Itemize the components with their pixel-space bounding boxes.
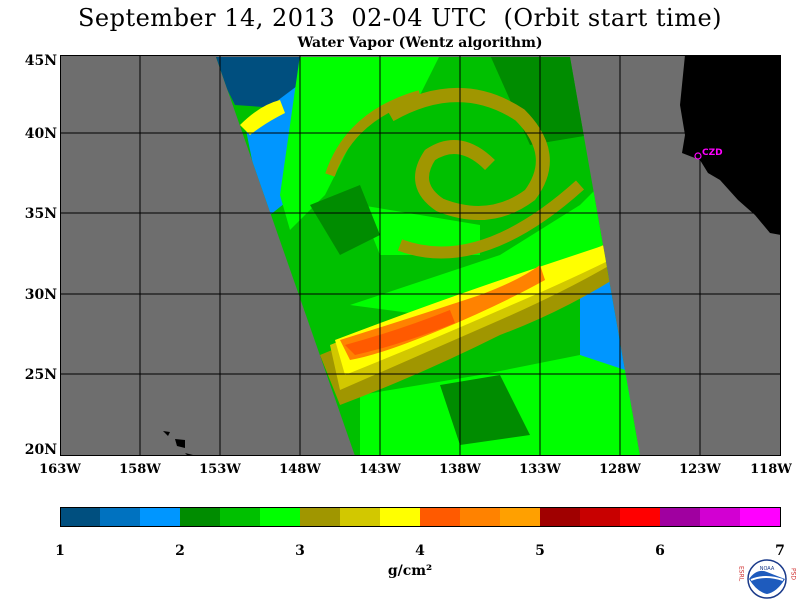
colorbar-cell (700, 507, 741, 527)
colorbar-cell (500, 507, 541, 527)
colorbar-cell (660, 507, 701, 527)
lon-label-133w: 133W (519, 462, 561, 477)
colorbar-cell (140, 507, 181, 527)
colorbar-tick-3: 3 (295, 543, 305, 559)
lon-label-153w: 153W (199, 462, 241, 477)
colorbar-cell (580, 507, 621, 527)
colorbar-cell (620, 507, 661, 527)
satellite-swath (216, 57, 640, 456)
logo-psd-letters: PSD (790, 568, 797, 580)
logo-esrl-letters: ESRL (738, 566, 745, 582)
station-label: CZD (702, 148, 723, 158)
colorbar-cell (180, 507, 221, 527)
california-coast-land (680, 55, 781, 235)
colorbar-tick-7: 7 (775, 543, 785, 559)
noaa-esrl-psd-logo: NOAA ESRL PSD (738, 559, 797, 599)
colorbar-cell (540, 507, 581, 527)
logo-center-text: NOAA (760, 566, 775, 572)
colorbar-cell (460, 507, 501, 527)
colorbar-tick-6: 6 (655, 543, 665, 559)
station-marker (694, 152, 702, 160)
colorbar-cell (300, 507, 341, 527)
colorbar (60, 507, 781, 527)
lat-label-35n: 35N (24, 206, 57, 222)
colorbar-tick-4: 4 (415, 543, 425, 559)
lon-label-123w: 123W (679, 462, 721, 477)
colorbar-tick-1: 1 (55, 543, 65, 559)
lon-label-163w: 163W (39, 462, 81, 477)
colorbar-cell (60, 507, 101, 527)
lon-label-158w: 158W (119, 462, 161, 477)
colorbar-cell (100, 507, 141, 527)
water-vapor-map: CZD (60, 55, 781, 456)
hawaii-island-large (175, 439, 185, 448)
lat-label-45n: 45N (24, 53, 57, 69)
colorbar-tick-5: 5 (535, 543, 545, 559)
colorbar-tick-2: 2 (175, 543, 185, 559)
colorbar-cell (420, 507, 461, 527)
map-subtitle: Water Vapor (Wentz algorithm) (297, 35, 543, 51)
lon-label-118w: 118W (750, 462, 792, 477)
lat-label-30n: 30N (24, 287, 57, 303)
lon-label-143w: 143W (359, 462, 401, 477)
colorbar-cell (380, 507, 421, 527)
lat-lon-grid (60, 55, 781, 456)
lon-label-148w: 148W (279, 462, 321, 477)
colorbar-cell (340, 507, 381, 527)
colorbar-cell (260, 507, 301, 527)
lat-label-20n: 20N (24, 442, 57, 458)
lon-label-138w: 138W (439, 462, 481, 477)
lat-label-25n: 25N (24, 367, 57, 383)
colorbar-units: g/cm² (387, 563, 433, 579)
colorbar-cell (740, 507, 781, 527)
lon-label-128w: 128W (599, 462, 641, 477)
map-title: September 14, 2013 02-04 UTC (Orbit star… (77, 4, 723, 32)
hawaii-island-maui (163, 431, 170, 436)
colorbar-cell (220, 507, 261, 527)
lat-label-40n: 40N (24, 126, 57, 142)
